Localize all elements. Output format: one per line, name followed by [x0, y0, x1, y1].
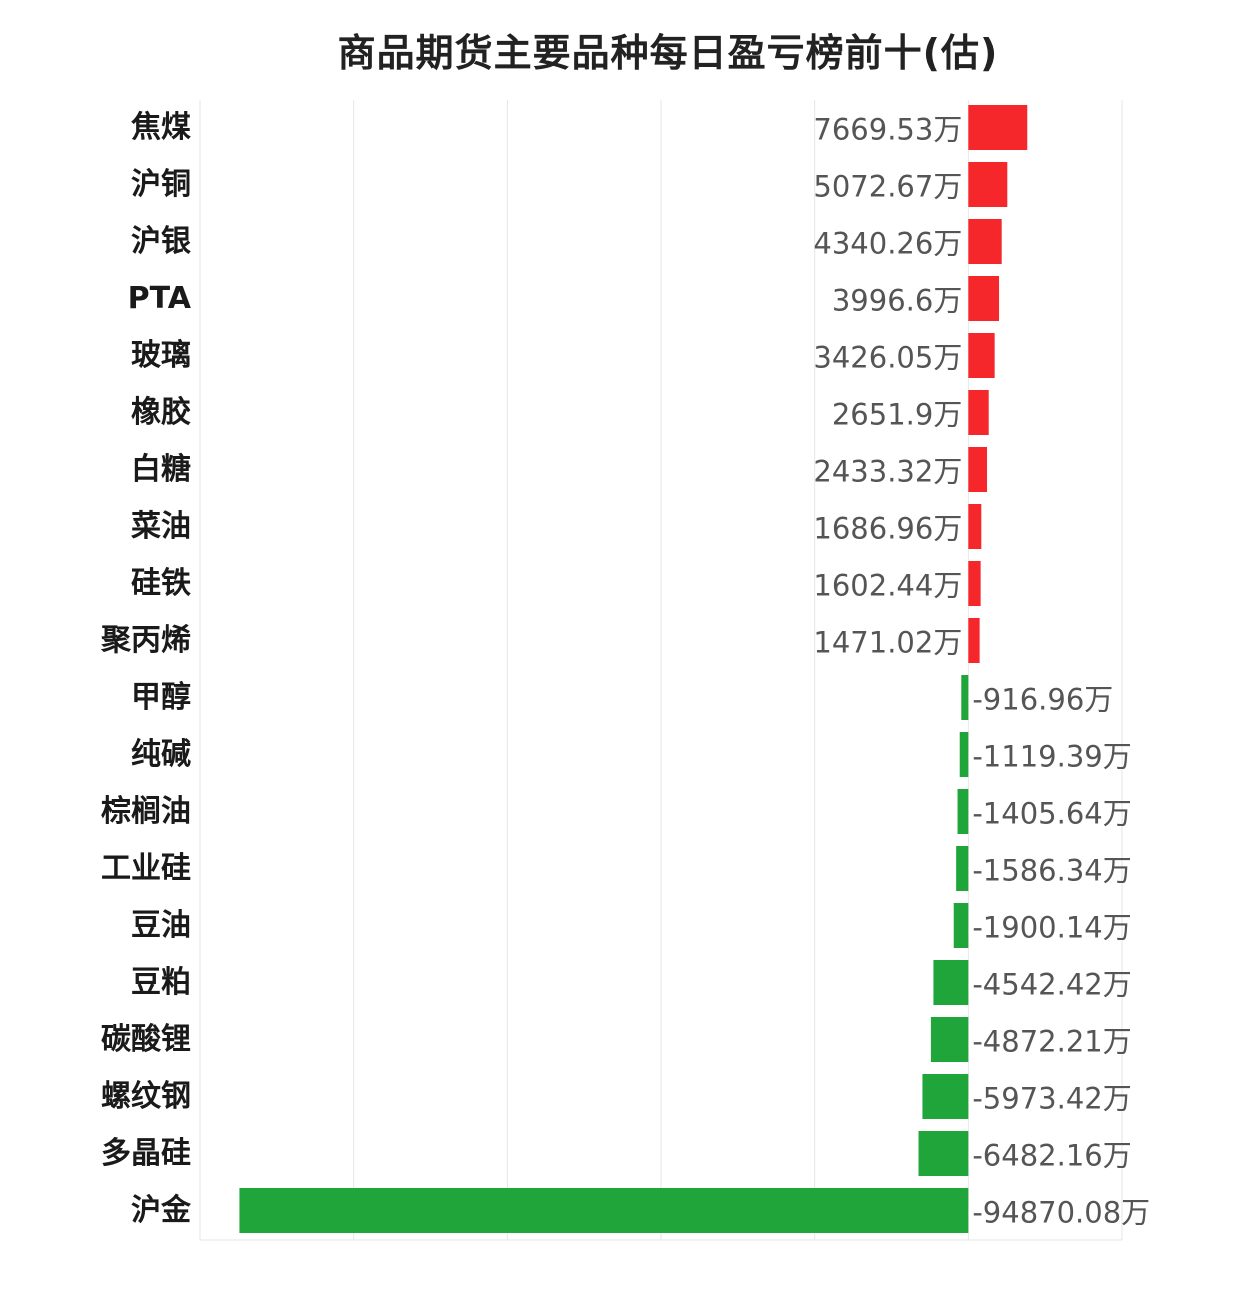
bar	[930, 1017, 969, 1062]
value-label: 7669.53万	[813, 113, 962, 147]
value-label: 5072.67万	[813, 170, 962, 204]
bar	[968, 618, 980, 663]
value-label: -1586.34万	[972, 854, 1131, 888]
category-label: 菜油	[131, 509, 191, 544]
bar	[957, 789, 969, 834]
category-label: 螺纹钢	[101, 1079, 191, 1114]
value-label: 3996.6万	[832, 284, 962, 318]
bar	[968, 219, 1002, 264]
value-label: -4542.42万	[972, 968, 1131, 1002]
category-label: 纯碱	[131, 737, 191, 772]
bar	[968, 162, 1008, 207]
category-label: 豆油	[131, 908, 191, 943]
value-label: -1405.64万	[972, 797, 1131, 831]
value-label: 4340.26万	[813, 227, 962, 261]
bars	[239, 105, 1028, 1233]
category-label: 工业硅	[101, 851, 191, 886]
value-label: 2651.9万	[832, 398, 962, 432]
value-label: 1602.44万	[813, 569, 962, 603]
category-label: 多晶硅	[101, 1136, 191, 1171]
category-label: 豆粕	[131, 965, 191, 1000]
value-label: -94870.08万	[972, 1196, 1150, 1230]
bar	[968, 504, 982, 549]
value-label: -6482.16万	[972, 1139, 1131, 1173]
chart-title: 商品期货主要品种每日盈亏榜前十(估)	[337, 31, 999, 75]
bar	[968, 333, 995, 378]
bar	[918, 1131, 969, 1176]
category-label: 棕榈油	[101, 794, 191, 829]
value-label: -1900.14万	[972, 911, 1131, 945]
bar	[968, 561, 981, 606]
bar	[968, 447, 988, 492]
value-label: -4872.21万	[972, 1025, 1131, 1059]
value-label: 3426.05万	[813, 341, 962, 375]
category-label: 聚丙烯	[100, 623, 191, 658]
category-label: 橡胶	[131, 395, 191, 430]
value-label: 1471.02万	[813, 626, 962, 660]
value-label: 1686.96万	[813, 512, 962, 546]
value-label: -916.96万	[972, 683, 1113, 717]
bar	[968, 105, 1028, 150]
category-label: 焦煤	[131, 110, 191, 145]
bar	[968, 390, 989, 435]
category-label: 硅铁	[131, 566, 191, 601]
bar	[239, 1188, 969, 1233]
category-label: 沪铜	[131, 167, 191, 202]
bar	[956, 846, 969, 891]
grid-lines	[199, 100, 1123, 1241]
category-label: 白糖	[131, 452, 191, 487]
category-label: 玻璃	[131, 338, 191, 373]
bar	[968, 276, 1000, 321]
bar	[953, 903, 969, 948]
category-label: 沪银	[131, 224, 191, 259]
value-label: -5973.42万	[972, 1082, 1131, 1116]
category-label: 碳酸锂	[101, 1022, 191, 1057]
value-label: -1119.39万	[972, 740, 1131, 774]
value-label: 2433.32万	[813, 455, 962, 489]
category-label: PTA	[128, 281, 192, 316]
bar	[959, 732, 969, 777]
bar	[933, 960, 969, 1005]
bar	[961, 675, 969, 720]
category-label: 沪金	[131, 1193, 192, 1228]
category-label: 甲醇	[131, 680, 191, 715]
bar	[922, 1074, 969, 1119]
